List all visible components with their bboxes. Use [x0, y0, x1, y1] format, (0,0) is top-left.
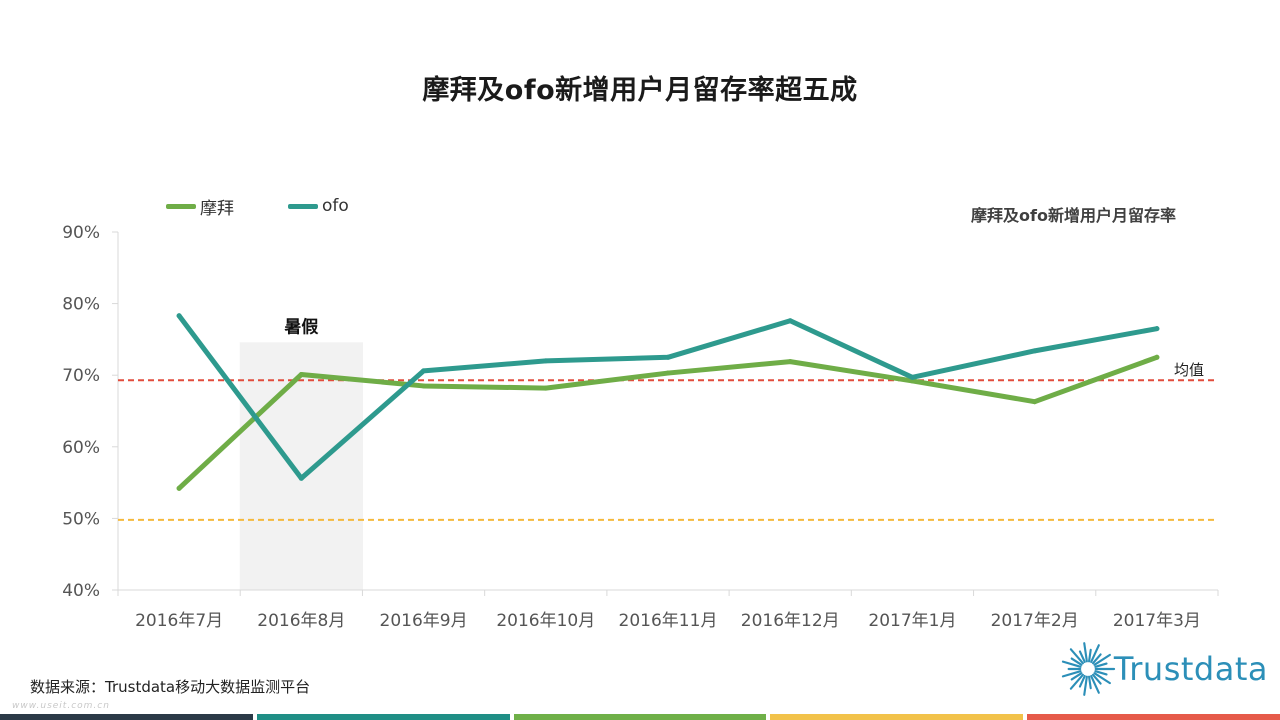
logo-ray	[1078, 674, 1086, 688]
starburst-icon	[1061, 642, 1116, 696]
data-point	[543, 385, 549, 391]
logo-ray	[1083, 642, 1088, 663]
logo-ray	[1078, 650, 1086, 664]
data-point	[909, 378, 915, 384]
x-tick-label: 2016年8月	[257, 611, 345, 631]
legend-label-mobike: 摩拜	[200, 198, 234, 219]
data-point	[1032, 348, 1038, 354]
data-point	[176, 485, 182, 491]
footer-segment	[0, 714, 253, 720]
data-point	[176, 313, 182, 319]
x-tick-label: 2017年3月	[1113, 611, 1201, 631]
data-point	[543, 358, 549, 364]
legend: 摩拜 ofo	[166, 194, 349, 219]
data-point	[665, 354, 671, 360]
data-point	[298, 371, 304, 377]
x-tick-label: 2016年11月	[619, 611, 718, 631]
y-tick-label: 50%	[62, 509, 100, 529]
data-point	[1154, 326, 1160, 332]
logo-ray	[1069, 648, 1084, 665]
highlight-band	[239, 342, 363, 590]
data-point	[787, 359, 793, 365]
legend-item-mobike: 摩拜	[166, 194, 234, 219]
data-point	[665, 370, 671, 376]
footer-segment	[256, 714, 510, 720]
logo-ray	[1093, 672, 1111, 685]
logo-ray	[1070, 672, 1083, 681]
data-point	[421, 383, 427, 389]
logo-ray	[1091, 653, 1102, 665]
chart-subtitle: 摩拜及ofo新增用户月留存率	[971, 206, 1176, 225]
logo-ray	[1061, 670, 1082, 678]
logo-ray	[1087, 675, 1092, 690]
data-point	[421, 368, 427, 374]
y-tick-label: 80%	[62, 295, 100, 315]
trustdata-logo: Trustdata	[1058, 634, 1268, 704]
data-point	[787, 318, 793, 324]
x-tick-label: 2016年9月	[380, 611, 468, 631]
data-point	[1032, 399, 1038, 405]
y-tick-label: 70%	[62, 366, 100, 386]
x-tick-label: 2016年12月	[741, 611, 840, 631]
legend-label-ofo: ofo	[322, 196, 349, 216]
logo-ray	[1091, 673, 1102, 685]
highlight-label: 暑假	[284, 316, 318, 337]
y-tick-label: 40%	[62, 581, 100, 601]
logo-ray	[1083, 675, 1088, 696]
data-point	[1154, 354, 1160, 360]
legend-swatch-mobike	[166, 203, 196, 209]
watermark: www.useit.com.cn	[12, 701, 110, 711]
footer-color-bar	[0, 714, 1280, 720]
logo-ray	[1070, 657, 1083, 666]
logo-text: Trustdata	[1113, 650, 1268, 688]
footer-segment	[770, 714, 1024, 720]
x-tick-label: 2017年1月	[868, 611, 956, 631]
x-tick-label: 2016年7月	[135, 611, 223, 631]
legend-item-ofo: ofo	[288, 196, 349, 216]
data-point	[298, 475, 304, 481]
footer-segment	[1027, 714, 1280, 720]
data-source-note: 数据来源：Trustdata移动大数据监测平台	[30, 678, 311, 696]
data-point	[909, 374, 915, 380]
x-tick-label: 2016年10月	[496, 611, 595, 631]
reference-line-label: 均值	[1174, 361, 1204, 379]
y-tick-label: 90%	[62, 223, 100, 243]
logo-ray	[1087, 648, 1092, 663]
footer-segment	[513, 714, 767, 720]
logo-ray	[1090, 674, 1100, 694]
logo-ray	[1069, 673, 1084, 690]
x-tick-label: 2017年2月	[991, 611, 1079, 631]
legend-swatch-ofo	[288, 203, 318, 209]
logo-ray	[1061, 660, 1082, 668]
logo-ray	[1094, 670, 1108, 676]
y-tick-label: 60%	[62, 438, 100, 458]
logo-ray	[1094, 662, 1108, 668]
chart-title: 摩拜及ofo新增用户月留存率超五成	[422, 75, 858, 106]
logo-ray	[1090, 644, 1100, 664]
logo-ray	[1093, 653, 1111, 666]
